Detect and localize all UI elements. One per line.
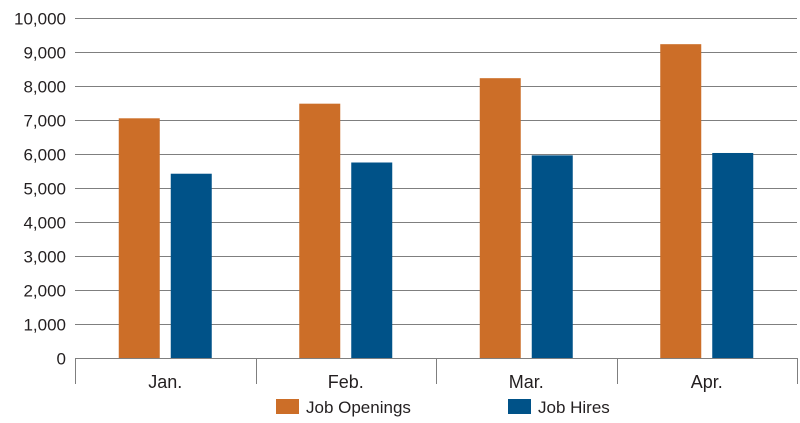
y-tick-label: 8,000 [23, 78, 66, 97]
bar-job-openings-2 [479, 78, 521, 359]
legend: Job Openings Job Hires [276, 398, 610, 417]
legend-label: Job Hires [538, 398, 610, 417]
x-tick-label: Feb. [328, 372, 364, 392]
x-axis [75, 358, 798, 384]
y-tick-label: 5,000 [23, 180, 66, 199]
y-tick-label: 4,000 [23, 214, 66, 233]
y-tick-label: 7,000 [23, 112, 66, 131]
x-tick-label: Jan. [148, 372, 182, 392]
y-tick-label: 0 [57, 350, 66, 369]
bar-job-hires-0 [170, 173, 212, 358]
x-tick-label: Mar. [509, 372, 544, 392]
x-tick-label: Apr. [691, 372, 723, 392]
bar-job-openings-0 [118, 118, 160, 358]
legend-swatch [276, 399, 299, 414]
y-tick-label: 2,000 [23, 282, 66, 301]
y-tick-label: 6,000 [23, 146, 66, 165]
bar-job-openings-1 [299, 103, 341, 359]
y-tick-label: 3,000 [23, 248, 66, 267]
x-axis-labels: Jan. Feb. Mar. Apr. [148, 372, 723, 392]
bar-job-hires-1 [351, 162, 393, 358]
y-tick-label: 10,000 [14, 10, 66, 29]
legend-label: Job Openings [306, 398, 411, 417]
legend-swatch [508, 399, 531, 414]
y-tick-label: 1,000 [23, 316, 66, 335]
bar-job-hires-2 [531, 155, 573, 358]
bar-job-hires-3 [712, 152, 754, 358]
y-tick-label: 9,000 [23, 44, 66, 63]
bars [118, 44, 754, 359]
y-axis-ticks: 0 1,000 2,000 3,000 4,000 5,000 6,000 7,000 8,00… [14, 10, 66, 369]
bar-job-openings-3 [660, 44, 702, 359]
